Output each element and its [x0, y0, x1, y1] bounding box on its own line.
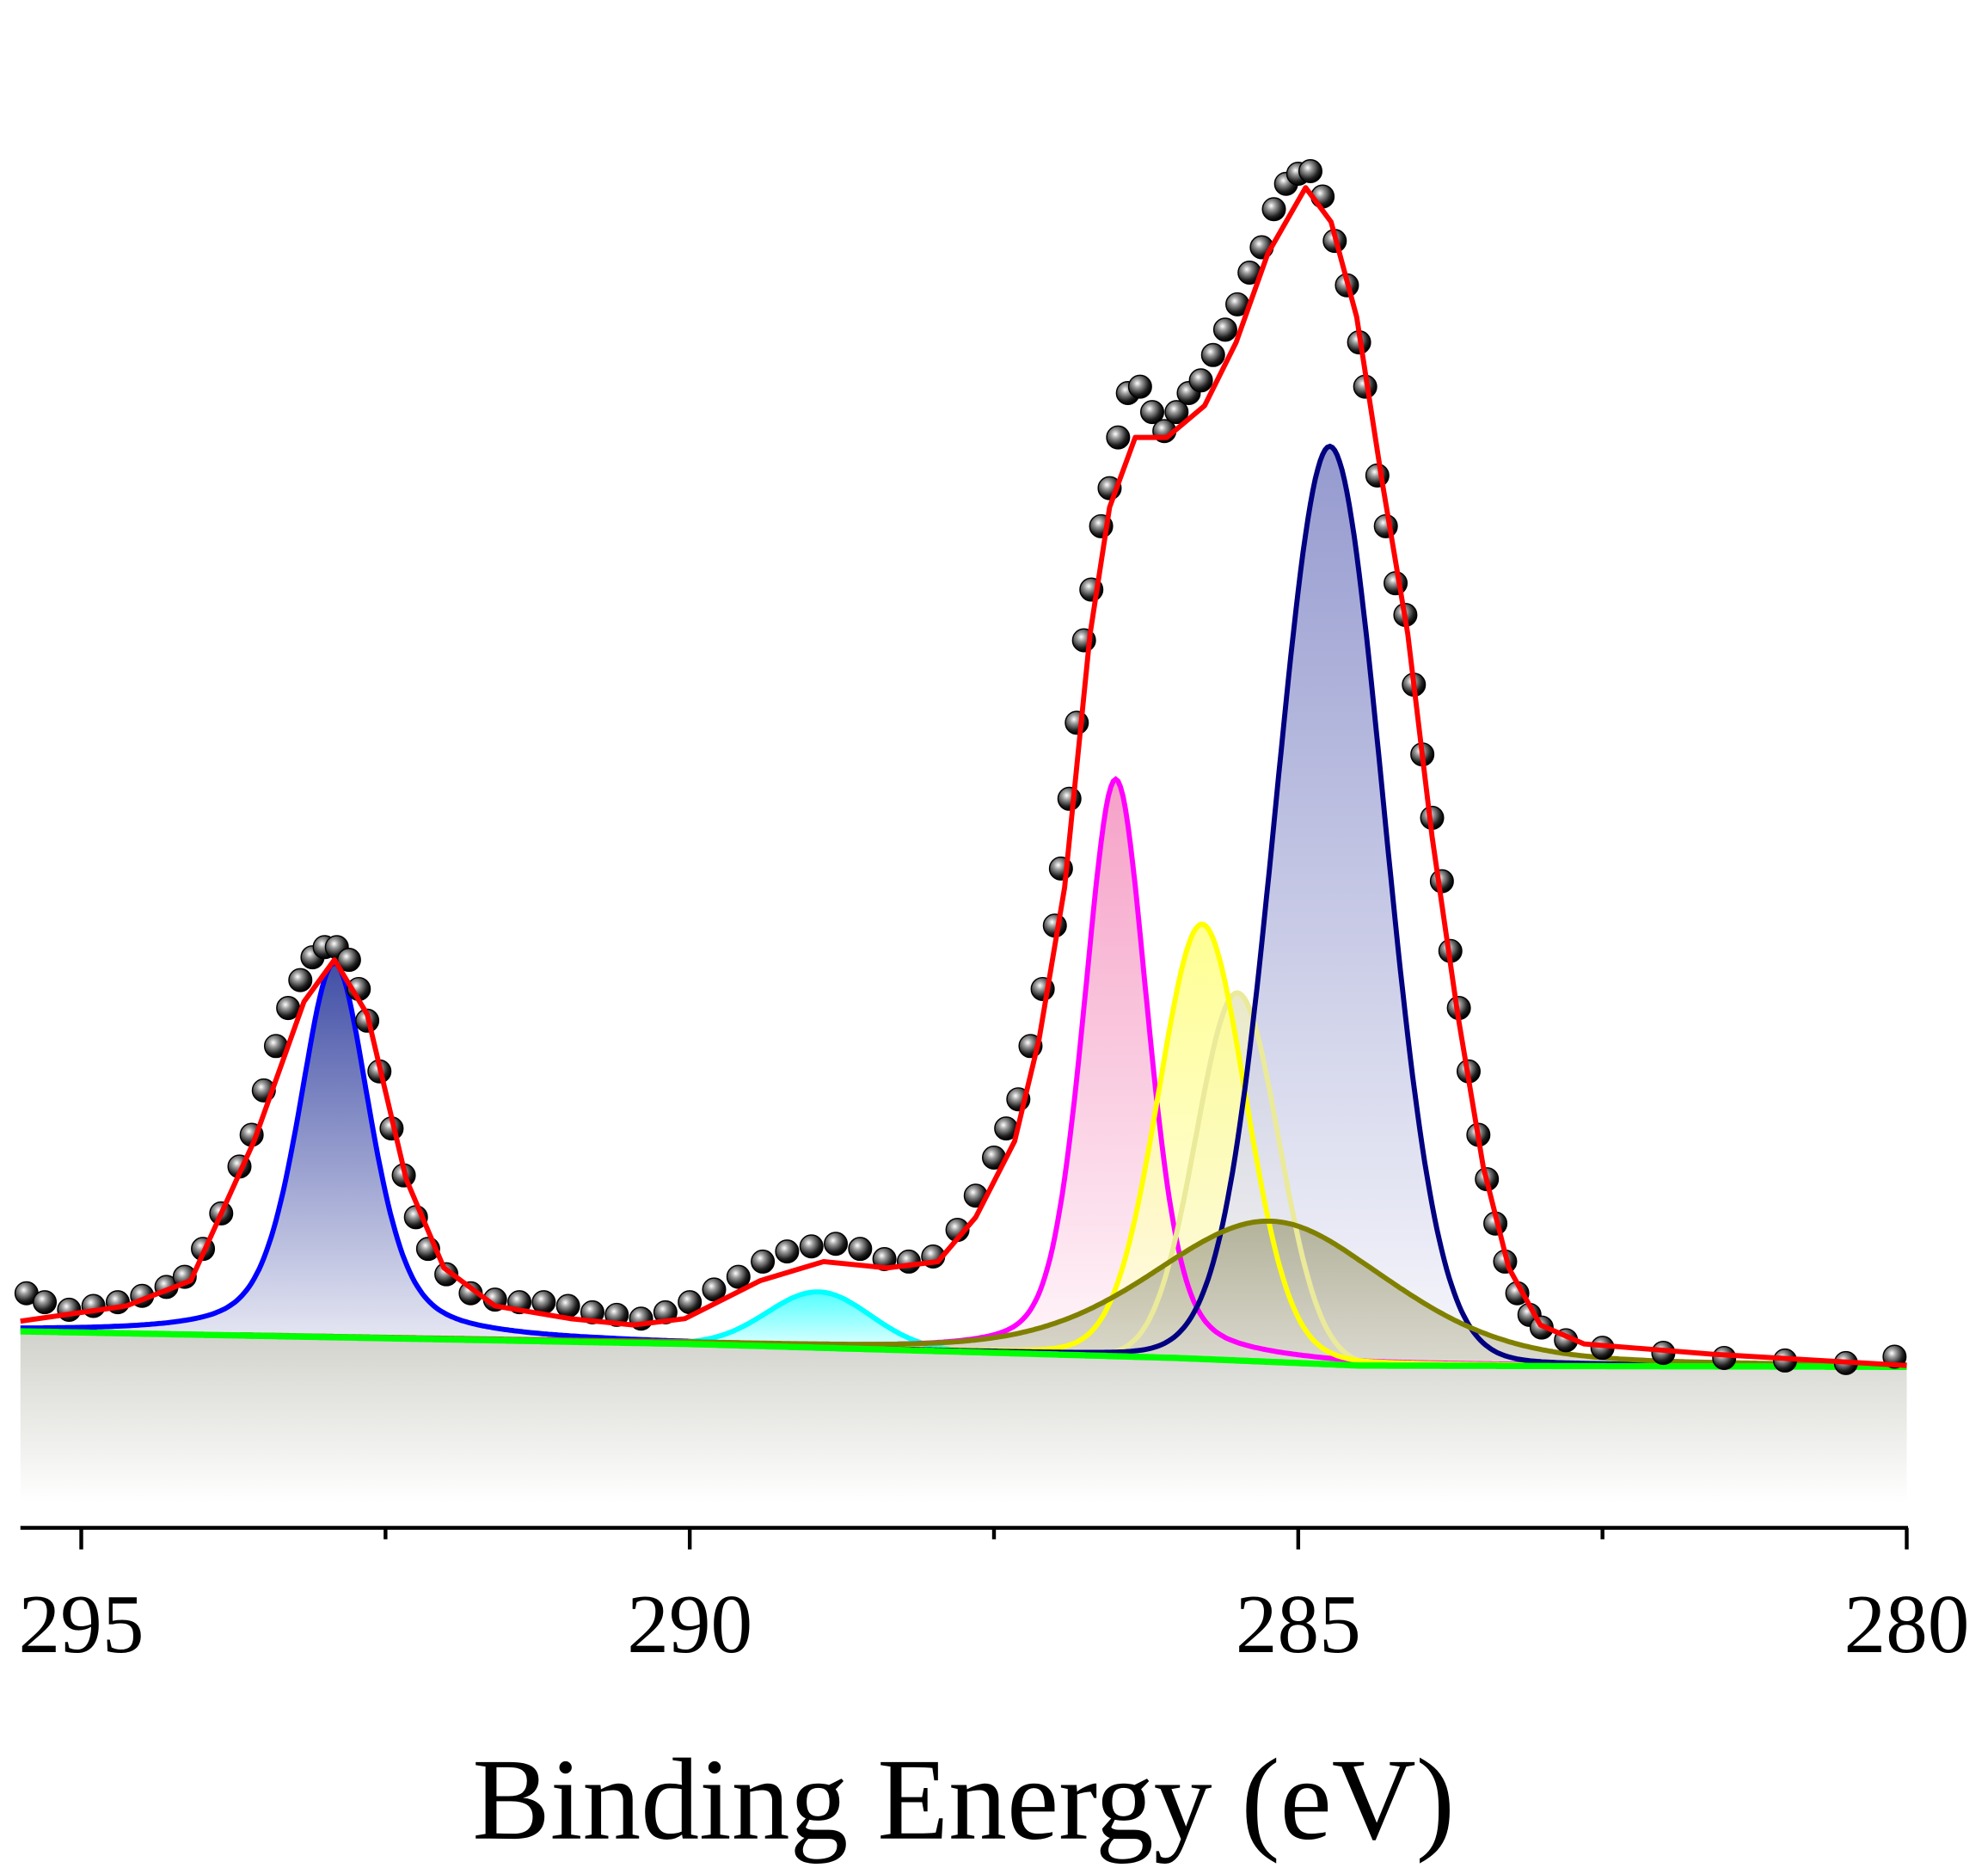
envelope-line: [20, 185, 1907, 1368]
data-point: [336, 948, 361, 973]
data-point: [555, 1293, 580, 1318]
data-point: [33, 1290, 58, 1315]
data-point: [775, 1239, 800, 1264]
x-axis-label: Binding Energy (eV): [472, 1736, 1455, 1865]
background-area: [20, 1331, 1907, 1503]
peak-284.7-fill: [838, 445, 1822, 1367]
data-point: [799, 1234, 824, 1259]
x-tick-label: 295: [19, 1578, 144, 1671]
data-point: [1365, 463, 1390, 488]
baseline-line: [20, 1328, 1907, 1370]
data-point: [702, 1277, 727, 1302]
data-point: [848, 1237, 873, 1262]
data-point: [531, 1290, 556, 1315]
data-point: [1139, 400, 1164, 425]
data-point: [1188, 368, 1213, 393]
data-point: [276, 996, 301, 1021]
x-axis: [20, 1526, 1909, 1550]
data-point: [726, 1264, 751, 1289]
data-point: [1164, 400, 1189, 425]
peak-286.5-fill: [502, 779, 1729, 1367]
peak-285.2-fill: [239, 1220, 1907, 1367]
x-tick-label: 280: [1844, 1578, 1970, 1671]
data-point: [824, 1232, 849, 1257]
data-point: [1200, 342, 1225, 367]
data-point: [1298, 159, 1322, 184]
x-tick-label: 290: [627, 1578, 752, 1671]
x-tick-label: 285: [1236, 1578, 1361, 1671]
data-point: [1106, 425, 1131, 450]
data-point: [751, 1249, 776, 1274]
peak-288.9-fill: [667, 1292, 970, 1353]
data-point: [434, 1262, 459, 1287]
data-point: [1712, 1345, 1737, 1370]
peak-285.8-fill: [816, 924, 1588, 1367]
data-point: [1261, 197, 1286, 222]
peak-285.5-line: [1093, 990, 1382, 1367]
data-point: [1057, 786, 1082, 811]
data-point: [1212, 317, 1237, 342]
data-point: [896, 1249, 921, 1274]
data-point: [1127, 374, 1152, 399]
data-point: [1065, 710, 1089, 735]
data-point: [288, 968, 313, 992]
